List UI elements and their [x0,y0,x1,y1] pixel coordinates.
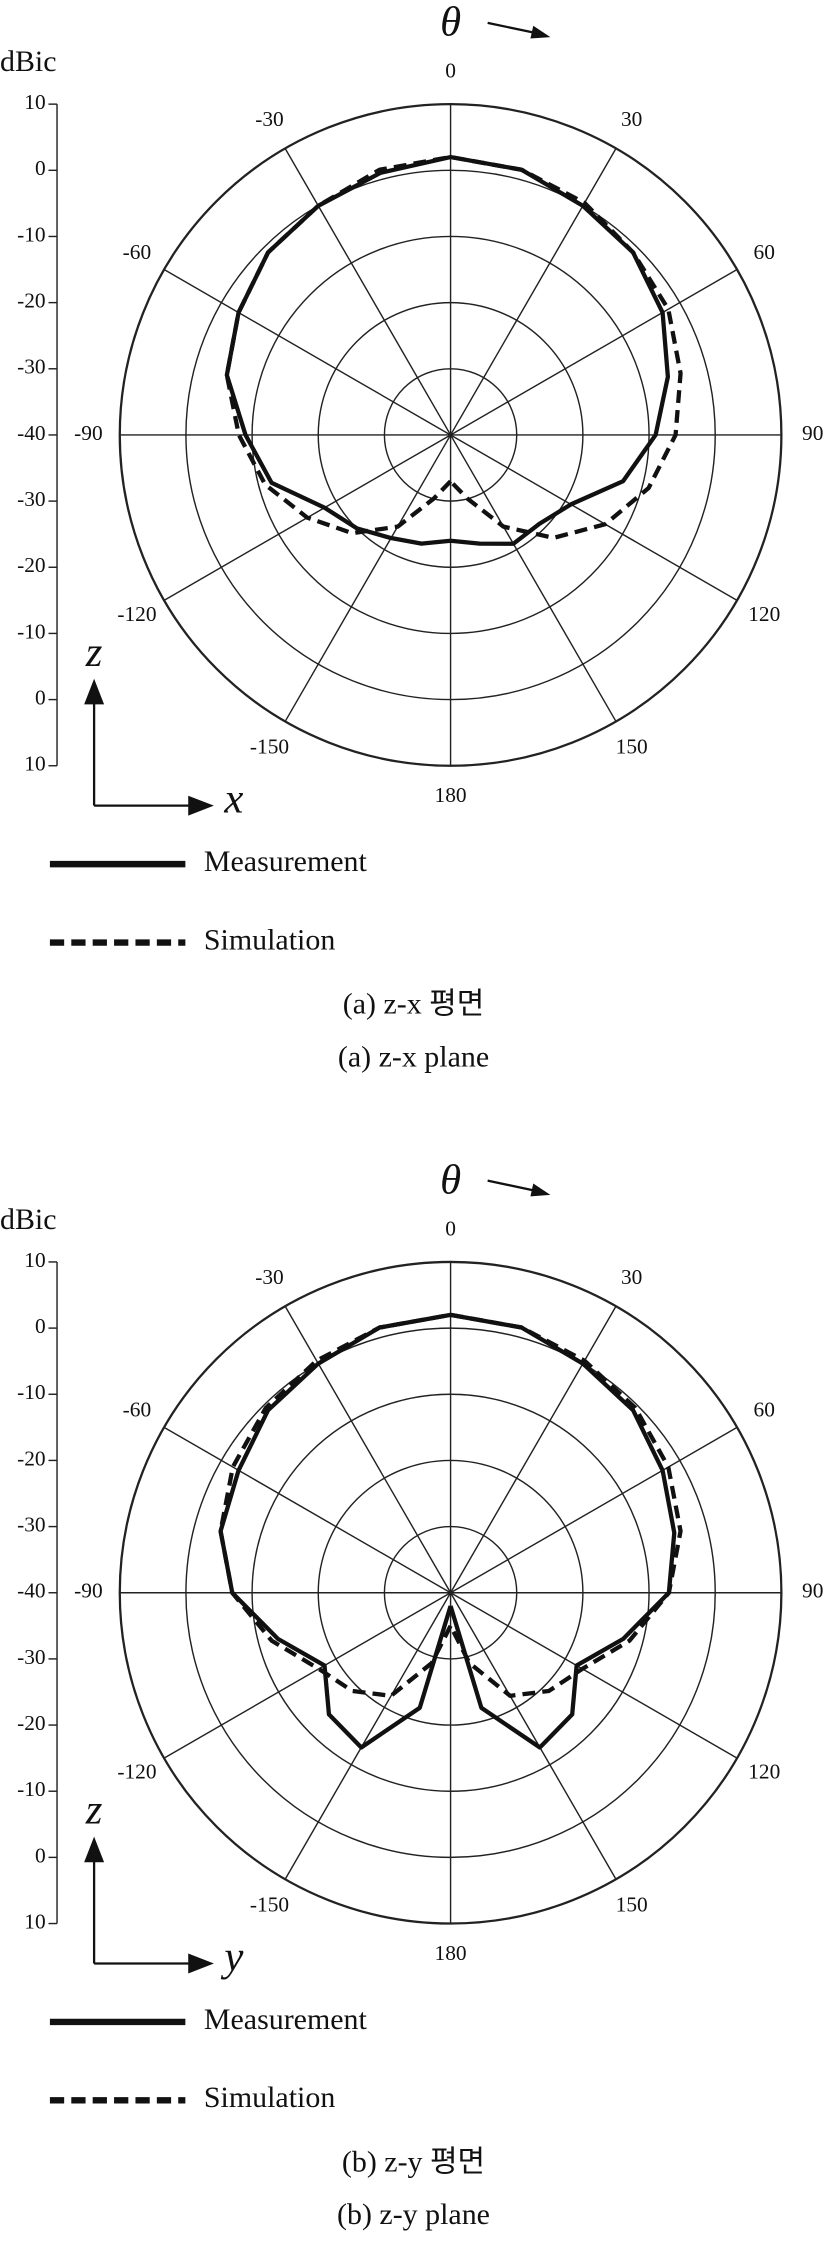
spoke [284,1592,452,1880]
r-tick-label: -10 [17,1777,46,1801]
angle-label: -90 [74,1579,102,1603]
caption: (b) z-y 평면 [342,2145,485,2178]
r-tick-label: -30 [17,355,46,379]
theta-arrowhead [530,1183,551,1197]
r-tick-label: -20 [17,1446,46,1470]
r-tick-label: 0 [35,685,46,709]
axis-label: z [85,629,103,676]
angle-label: 60 [754,1398,775,1422]
r-tick-label: -20 [17,553,46,577]
spoke [284,434,452,722]
r-unit: dBic [0,1203,57,1236]
angle-label: -120 [117,602,156,626]
pattern-line [218,1312,677,1750]
caption: (b) z-y plane [337,2198,490,2231]
axis-label: z [85,1787,103,1834]
angle-label: 90 [802,1579,823,1603]
spoke [449,1305,617,1594]
x-arrowhead [188,795,214,816]
spoke [449,1592,617,1880]
z-arrowhead [84,1836,105,1863]
angle-label: 120 [748,602,780,626]
angle-label: 0 [445,1216,456,1240]
theta-label: θ [440,0,461,46]
angle-label: 150 [616,1892,648,1916]
angle-label: 150 [616,734,648,758]
r-tick-label: -30 [17,487,46,511]
angle-label: -150 [250,1892,289,1916]
angle-label: -30 [255,107,284,131]
r-tick-label: 10 [24,1248,45,1272]
spoke [284,1305,452,1594]
pattern-line [218,1312,683,1698]
spoke [450,1592,738,1759]
angle-label: 60 [754,240,775,264]
x-arrowhead [188,1953,214,1974]
pattern-line [224,154,671,546]
r-tick-label: -10 [17,222,46,246]
r-tick-label: -40 [17,421,46,445]
angle-label: 0 [445,59,456,83]
r-tick-label: 10 [24,1909,45,1933]
spoke [449,148,617,436]
r-tick-label: 0 [35,156,46,180]
r-tick-label: -10 [17,619,46,643]
r-tick-label: -20 [17,1711,46,1735]
r-unit: dBic [0,45,57,78]
caption: (a) z-x plane [338,1040,489,1073]
r-tick-label: -30 [17,1512,46,1536]
spoke [450,434,738,601]
legend-label: Measurement [204,2003,368,2036]
angle-label: 180 [435,1941,467,1965]
r-tick-label: 0 [35,1314,46,1338]
angle-label: 180 [435,783,467,807]
theta-arrowhead [530,25,551,39]
axis-label: x [223,776,243,823]
r-tick-label: -20 [17,289,46,313]
angle-label: -30 [255,1265,284,1289]
angle-label: -90 [74,421,102,445]
angle-label: -60 [123,1398,152,1422]
spoke [450,268,738,436]
angle-label: -150 [250,734,289,758]
spoke [163,268,451,436]
angle-label: 30 [621,107,642,131]
spoke [450,1426,738,1594]
angle-label: -120 [117,1760,156,1784]
legend-label: Simulation [204,923,335,956]
angle-label: 120 [748,1760,780,1784]
angle-label: -60 [123,240,152,264]
pattern-line [224,154,683,541]
z-arrowhead [84,678,105,705]
spoke [284,148,452,436]
r-tick-label: 0 [35,1843,46,1867]
caption: (a) z-x 평면 [343,988,485,1021]
r-tick-label: 10 [24,90,45,114]
angle-label: 30 [621,1265,642,1289]
r-tick-label: -40 [17,1579,46,1603]
r-tick-label: -10 [17,1380,46,1404]
angle-label: 90 [802,421,823,445]
theta-label: θ [440,1156,461,1203]
r-tick-label: 10 [24,752,45,776]
legend-label: Measurement [204,845,368,878]
legend-label: Simulation [204,2081,335,2114]
spoke [163,1426,451,1594]
axis-label: y [220,1933,243,1980]
r-tick-label: -30 [17,1645,46,1669]
spoke [163,1592,451,1759]
spoke [449,434,617,722]
